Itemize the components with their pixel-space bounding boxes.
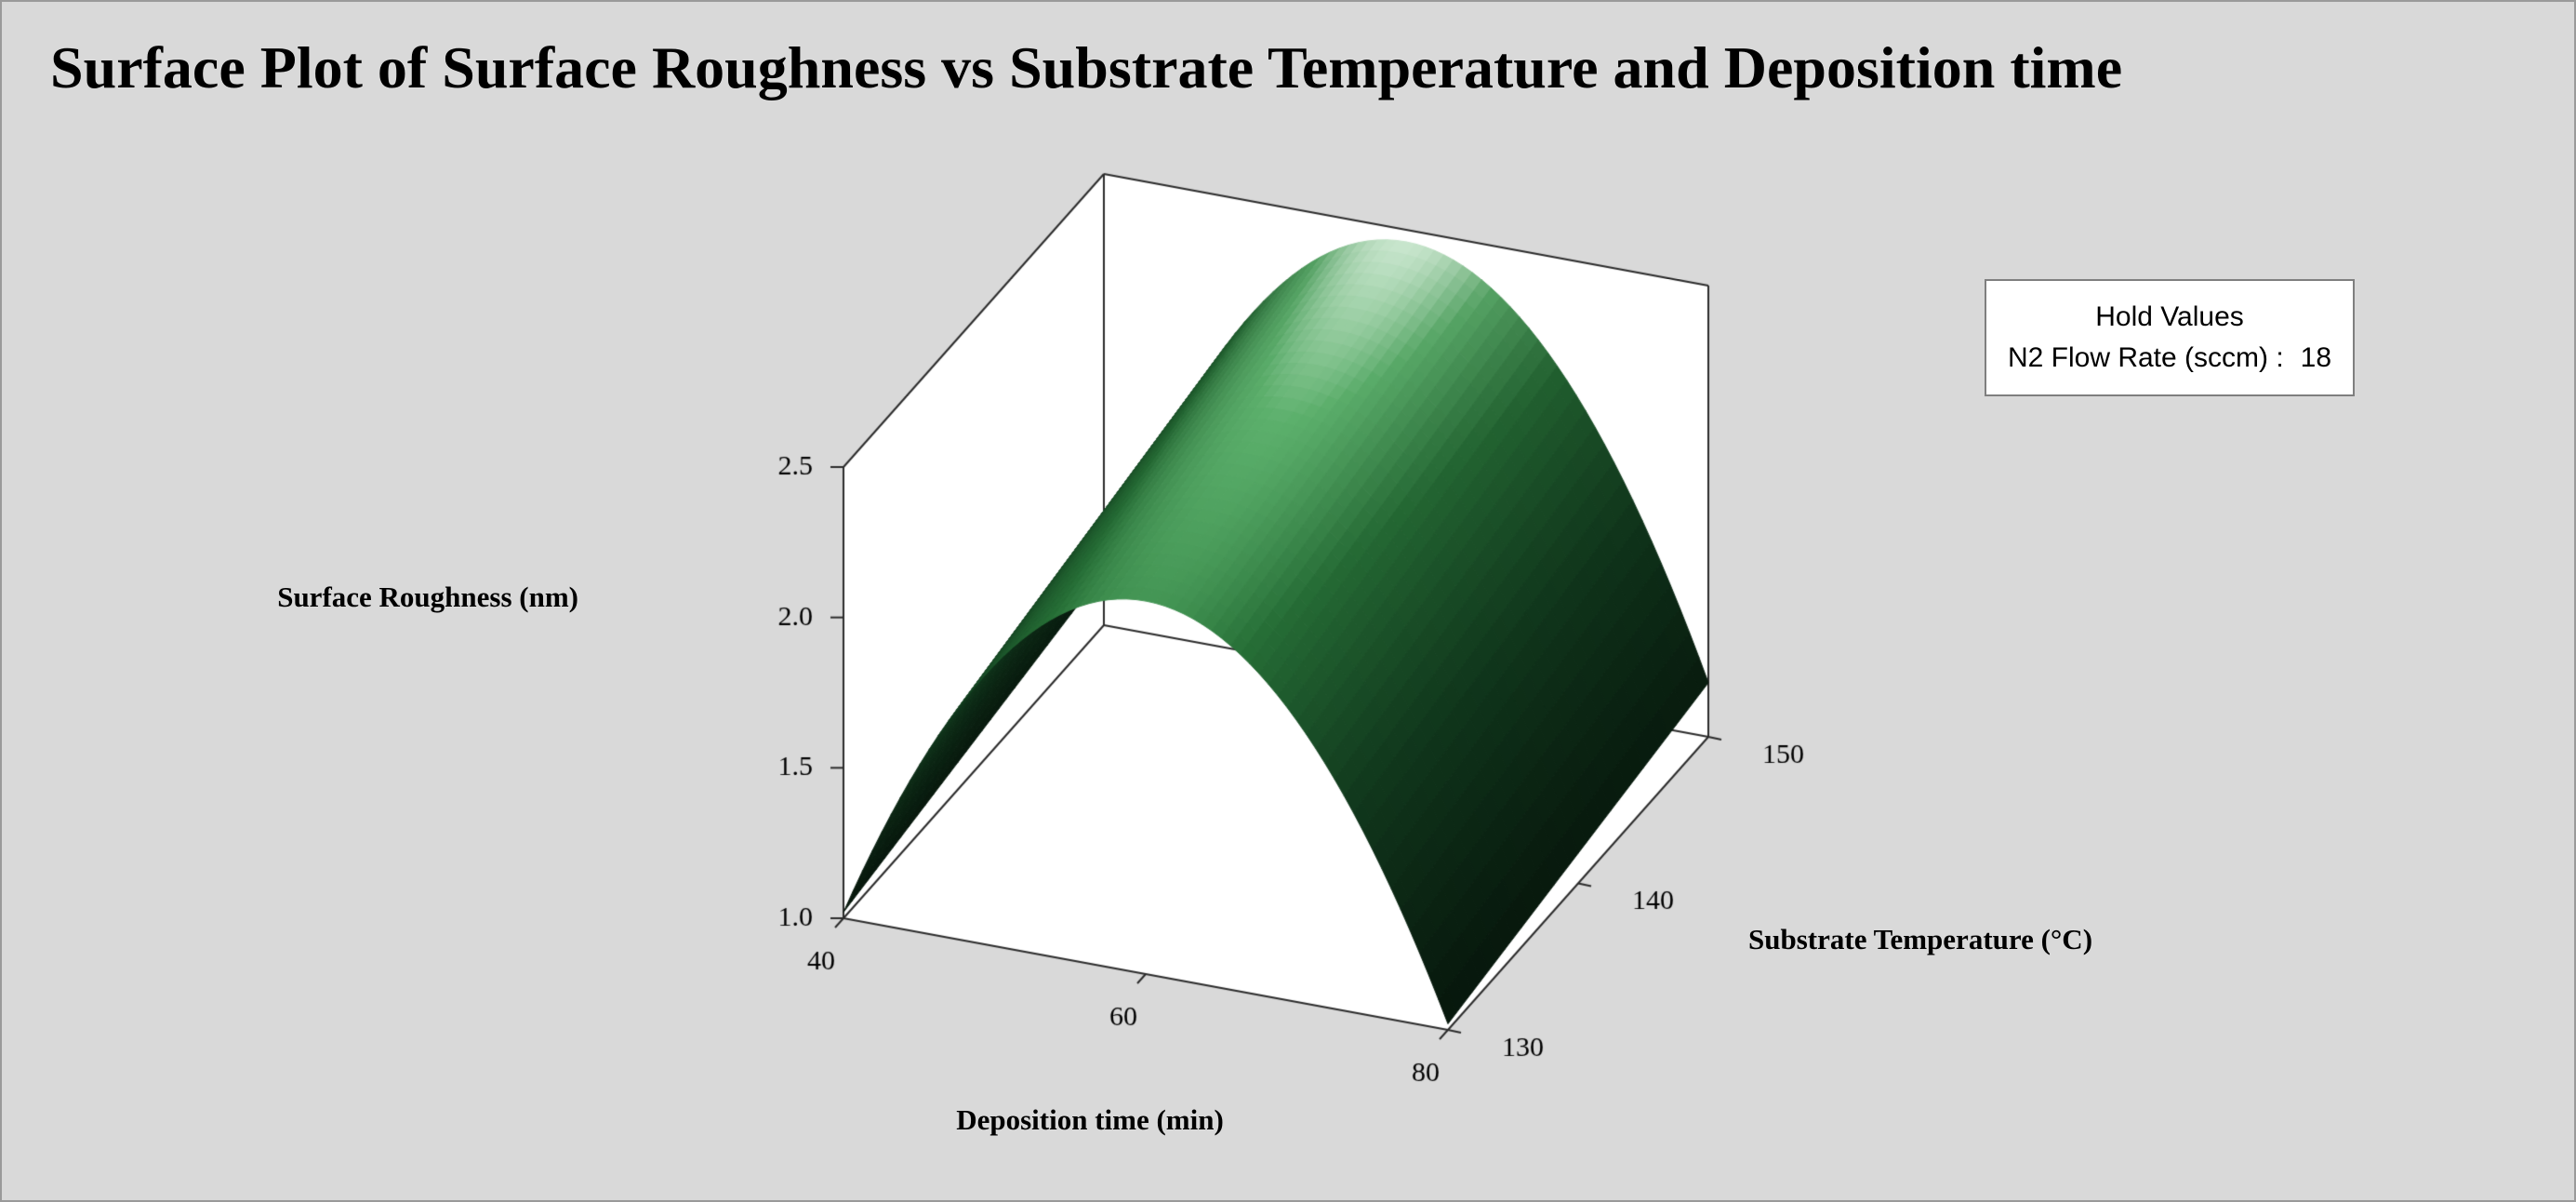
y-axis-title: Substrate Temperature (°C) — [1748, 923, 2093, 955]
hold-values-value: 18 — [2300, 342, 2332, 373]
hold-values-line: N2 Flow Rate (sccm) : 18 — [2008, 342, 2331, 374]
hold-values-title: Hold Values — [2095, 301, 2244, 332]
z-axis-title: Surface Roughness (nm) — [277, 581, 578, 613]
x-axis-title: Deposition time (min) — [956, 1103, 1224, 1136]
hold-values-box: Hold Values N2 Flow Rate (sccm) : 18 — [1985, 279, 2355, 396]
hold-values-label: N2 Flow Rate (sccm) : — [2007, 342, 2284, 373]
chart-title: Surface Plot of Surface Roughness vs Sub… — [50, 34, 2123, 100]
